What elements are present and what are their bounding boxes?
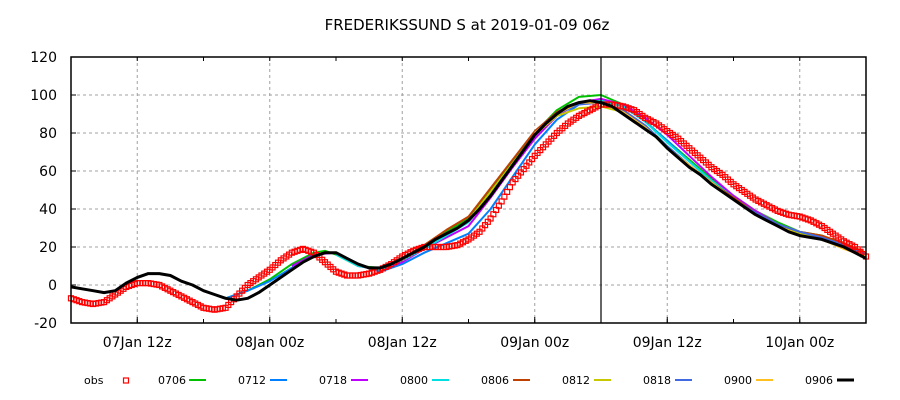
y-tick-label: 80 — [39, 126, 57, 142]
legend-item-0718: 0718 — [319, 374, 368, 387]
legend-label: 0812 — [562, 374, 590, 387]
legend-label: 0712 — [238, 374, 266, 387]
legend-item-0812: 0812 — [562, 374, 611, 387]
x-tick-label: 09Jan 12z — [633, 335, 702, 351]
legend-item-0806: 0806 — [481, 374, 530, 387]
x-tick-label: 08Jan 12z — [368, 335, 437, 351]
legend: obs 0706 0712 0718 0800 0806 0812 0818 0900 0906 — [84, 374, 854, 387]
plot-frame — [70, 56, 867, 324]
y-tick-label: 20 — [39, 240, 57, 256]
y-axis: -20 0 20 40 60 80 100 120 — [30, 50, 866, 332]
series-0712 — [225, 99, 867, 300]
legend-label: 0818 — [643, 374, 671, 387]
y-tick-label: -20 — [34, 316, 57, 332]
legend-swatch — [122, 377, 130, 384]
series-0718 — [291, 97, 867, 271]
legend-item-0906: 0906 — [805, 374, 854, 387]
x-tick-label: 10Jan 00z — [765, 335, 834, 351]
series-line-0906 — [70, 99, 867, 302]
series-line-0718 — [291, 97, 867, 271]
y-tick-label: 60 — [39, 164, 57, 180]
legend-label: obs — [84, 374, 104, 387]
series-group — [67, 94, 870, 313]
series-obs — [67, 101, 870, 313]
legend-item-0712: 0712 — [238, 374, 287, 387]
x-axis: 07Jan 12z 08Jan 00z 08Jan 12z 09Jan 00z 09Ja… — [103, 57, 834, 351]
legend-label: 0806 — [481, 374, 509, 387]
legend-item-0800: 0800 — [400, 374, 449, 387]
chart-title: FREDERIKSSUND S at 2019-01-09 06z — [325, 16, 610, 34]
series-0906 — [70, 99, 867, 302]
y-tick-label: 100 — [30, 88, 57, 104]
legend-item-0818: 0818 — [643, 374, 692, 387]
series-line-0900 — [534, 101, 867, 258]
series-line-0712 — [225, 99, 867, 300]
series-0900 — [534, 101, 867, 258]
x-tick-label: 09Jan 00z — [500, 335, 569, 351]
legend-label: 0900 — [724, 374, 752, 387]
y-tick-label: 0 — [48, 278, 57, 294]
series-0818 — [534, 101, 867, 256]
grid — [71, 57, 866, 323]
legend-item-0706: 0706 — [158, 374, 206, 387]
series-line-0818 — [534, 101, 867, 256]
legend-label: 0906 — [805, 374, 833, 387]
y-tick-label: 120 — [30, 50, 57, 66]
y-tick-label: 40 — [39, 202, 57, 218]
legend-item-obs: obs — [84, 374, 130, 387]
x-tick-label: 07Jan 12z — [103, 335, 172, 351]
legend-label: 0800 — [400, 374, 428, 387]
legend-item-0900: 0900 — [724, 374, 773, 387]
x-tick-label: 08Jan 00z — [235, 335, 304, 351]
legend-label: 0706 — [158, 374, 186, 387]
legend-label: 0718 — [319, 374, 347, 387]
